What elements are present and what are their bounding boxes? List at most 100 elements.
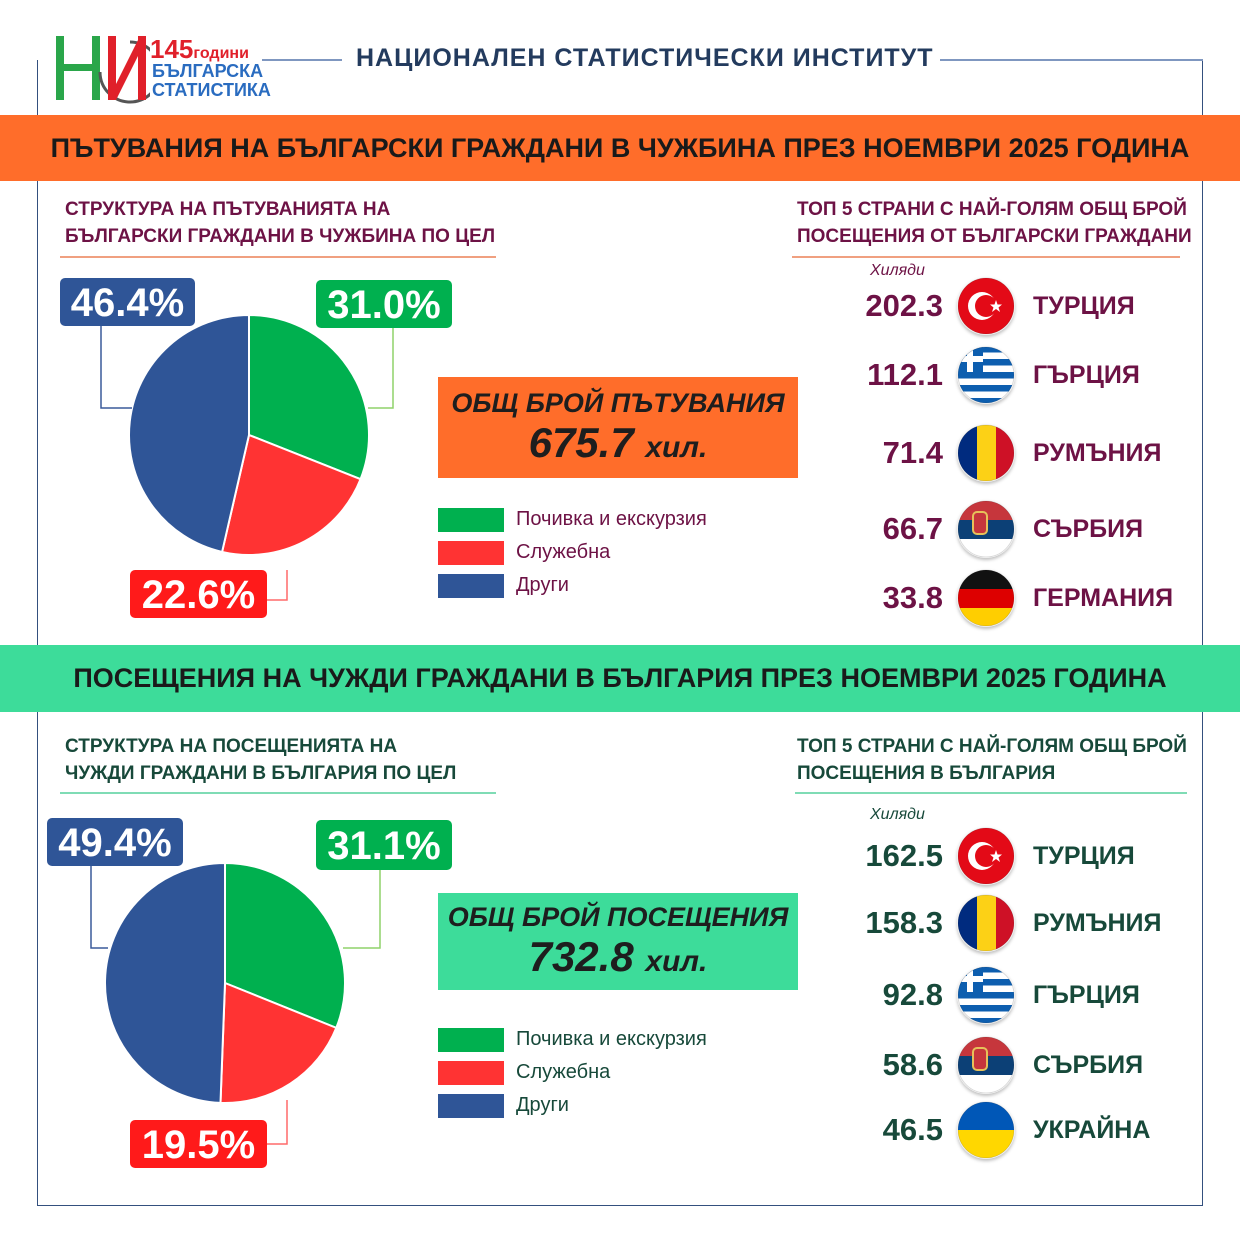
country-row: 92.8 ГЪРЦИЯ — [823, 965, 1203, 1025]
logo-name: БЪЛГАРСКА СТАТИСТИКА — [152, 62, 271, 100]
legend-swatch — [438, 1060, 504, 1085]
unit-label: Хиляди — [870, 262, 925, 279]
top5-1-title: ТОП 5 СТРАНИ С НАЙ-ГОЛЯМ ОБЩ БРОЙ ПОСЕЩЕН… — [797, 196, 1192, 250]
country-name: РУМЪНИЯ — [1033, 908, 1162, 937]
country-row: 71.4 РУМЪНИЯ — [823, 423, 1203, 483]
pie-slice — [224, 861, 346, 1030]
pie-chart-1: 31.0% 22.6% 46.4% — [60, 278, 452, 618]
total-label: ОБЩ БРОЙ ПОСЕЩЕНИЯ — [447, 902, 789, 932]
pie-chart-2: 31.1% 19.5% 49.4% — [47, 818, 452, 1168]
header-rule — [262, 59, 342, 61]
country-value: 112.1 — [867, 357, 943, 392]
logo-line2: СТАТИСТИКА — [152, 80, 271, 100]
pie-slice — [220, 433, 362, 556]
flag — [957, 1036, 1015, 1094]
pct-label-box — [47, 818, 183, 866]
total-trips: ОБЩ БРОЙ ПЪТУВАНИЯ 675.7 хил. — [438, 377, 798, 478]
header-rule — [890, 59, 1203, 61]
country-name: РУМЪНИЯ — [1033, 438, 1162, 467]
line: ПОСЕЩЕНИЯ В БЪЛГАРИЯ — [797, 763, 1056, 784]
flag — [957, 966, 1015, 1024]
country-value: 158.3 — [865, 905, 943, 940]
total-value: 675.7 — [528, 419, 634, 466]
title-normal: ПЪТУВАНИЯ НА БЪЛГАРСКИ ГРАЖДАНИ В ЧУЖБИН… — [50, 132, 864, 163]
country-value: 92.8 — [882, 977, 943, 1012]
pct-label-box — [130, 1120, 267, 1168]
line: БЪЛГАРСКИ ГРАЖДАНИ В ЧУЖБИНА ПО ЦЕЛ — [65, 226, 496, 247]
pie-slice — [219, 981, 338, 1104]
country-value: 71.4 — [882, 435, 943, 470]
pct-label: 31.0% — [327, 283, 440, 327]
title-bold: НОЕМВРИ 2025 ГОДИНА — [863, 132, 1190, 163]
legend-label: Почивка и екскурзия — [516, 508, 707, 530]
leader-line — [368, 328, 394, 409]
country-name: ГЪРЦИЯ — [1033, 980, 1140, 1009]
section1-title: ПЪТУВАНИЯ НА БЪЛГАРСКИ ГРАЖДАНИ В ЧУЖБИН… — [0, 115, 1240, 181]
country-row: 162.5 ТУРЦИЯ — [823, 826, 1203, 886]
turkey-flag-icon — [957, 827, 1015, 885]
legend-label: Други — [516, 1094, 569, 1116]
divider — [792, 256, 1180, 258]
pie-slice — [248, 313, 370, 481]
pie-slice — [104, 861, 226, 1104]
country-name: ТУРЦИЯ — [1033, 291, 1135, 320]
total-unit: хил. — [645, 945, 708, 978]
country-name: СЪРБИЯ — [1033, 514, 1144, 543]
total-unit: хил. — [645, 431, 708, 464]
logo-godini: години — [193, 45, 249, 62]
country-name: ТУРЦИЯ — [1033, 841, 1135, 870]
serbia-flag-icon — [957, 500, 1015, 558]
country-row: 33.8 ГЕРМАНИЯ — [823, 568, 1203, 628]
country-row: 202.3 ТУРЦИЯ — [823, 276, 1203, 336]
pie2-title: СТРУКТУРА НА ПОСЕЩЕНИЯТА НА ЧУЖДИ ГРАЖДАН… — [65, 733, 456, 787]
unit-label: Хиляди — [870, 806, 925, 823]
line: СТРУКТУРА НА ПЪТУВАНИЯТА НА — [65, 199, 391, 220]
legend-item: Почивка и екскурзия — [438, 503, 707, 536]
divider — [60, 256, 496, 258]
flag — [957, 277, 1015, 335]
country-name: ГЕРМАНИЯ — [1033, 583, 1174, 612]
legend-item: Почивка и екскурзия — [438, 1023, 707, 1056]
flag — [957, 346, 1015, 404]
total-value: 732.8 — [528, 933, 634, 980]
legend-swatch — [438, 540, 504, 565]
pie-slice — [128, 313, 250, 554]
legend-label: Почивка и екскурзия — [516, 1028, 707, 1050]
country-row: 158.3 РУМЪНИЯ — [823, 893, 1203, 953]
pct-label: 49.4% — [58, 821, 171, 865]
total-label: ОБЩ БРОЙ ПЪТУВАНИЯ — [451, 388, 785, 418]
total-visits: ОБЩ БРОЙ ПОСЕЩЕНИЯ 732.8 хил. — [438, 893, 798, 990]
leader-line — [90, 866, 108, 949]
divider — [795, 792, 1187, 794]
section2-title: ПОСЕЩЕНИЯ НА ЧУЖДИ ГРАЖДАНИ В БЪЛГАРИЯ П… — [0, 645, 1240, 712]
legend-label: Служебна — [516, 541, 611, 563]
pie1-title: СТРУКТУРА НА ПЪТУВАНИЯТА НА БЪЛГАРСКИ ГРА… — [65, 196, 495, 250]
legend-swatch — [438, 507, 504, 532]
line: ЧУЖДИ ГРАЖДАНИ В БЪЛГАРИЯ ПО ЦЕЛ — [65, 763, 457, 784]
country-value: 46.5 — [882, 1112, 943, 1147]
germany-flag-icon — [957, 569, 1015, 627]
pct-label-box — [60, 278, 195, 326]
country-row: 112.1 ГЪРЦИЯ — [823, 345, 1203, 405]
logo-145: 145 — [150, 34, 194, 64]
institute-name: НАЦИОНАЛЕН СТАТИСТИЧЕСКИ ИНСТИТУТ — [350, 44, 940, 73]
country-name: УКРАЙНА — [1033, 1115, 1151, 1144]
pct-label-box — [316, 280, 452, 328]
flag — [957, 569, 1015, 627]
legend-2: Почивка и екскурзия Служебна Други — [438, 1023, 707, 1122]
pct-label: 46.4% — [71, 281, 184, 325]
pct-label: 19.5% — [142, 1123, 255, 1167]
legend-swatch — [438, 1093, 504, 1118]
top5-2-title: ТОП 5 СТРАНИ С НАЙ-ГОЛЯМ ОБЩ БРОЙ ПОСЕЩЕН… — [797, 733, 1187, 787]
page-frame — [37, 60, 1203, 1206]
country-row: 58.6 СЪРБИЯ — [823, 1035, 1203, 1095]
country-value: 33.8 — [882, 580, 943, 615]
greece-flag-icon — [957, 346, 1015, 404]
legend-label: Служебна — [516, 1061, 611, 1083]
turkey-flag-icon — [957, 277, 1015, 335]
line: ТОП 5 СТРАНИ С НАЙ-ГОЛЯМ ОБЩ БРОЙ — [797, 199, 1187, 220]
logo-line1: БЪЛГАРСКА — [152, 61, 264, 81]
leader-line — [343, 870, 381, 949]
pct-label-box — [130, 570, 267, 618]
leader-line — [100, 326, 132, 409]
